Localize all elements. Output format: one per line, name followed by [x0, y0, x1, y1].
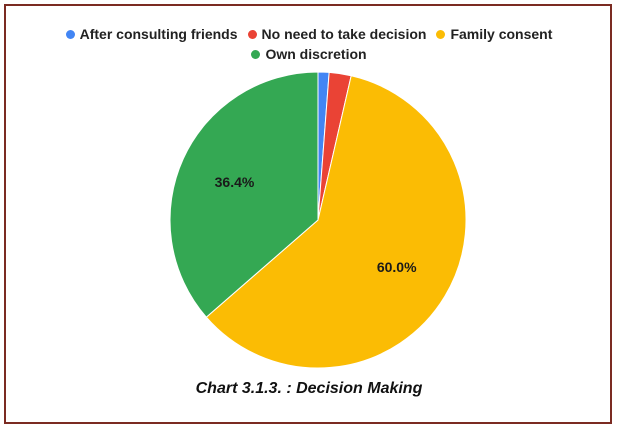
legend-swatch-icon: [251, 49, 261, 59]
legend-item-no-need-to-take-decision: No need to take decision: [247, 24, 427, 44]
legend-item-after-consulting-friends: After consulting friends: [65, 24, 238, 44]
chart-caption: Chart 3.1.3. : Decision Making: [195, 380, 423, 397]
legend-label: Family consent: [450, 26, 553, 42]
pie-slice-own-discretion: [169, 71, 319, 318]
pie-chart: 60.0% 36.4%: [169, 71, 467, 369]
pie-slice-family-consent: [205, 75, 467, 369]
chart-legend: After consulting friends No need to take…: [0, 24, 618, 64]
legend-item-family-consent: Family consent: [436, 24, 552, 44]
slice-label-own-discretion: 36.4%: [215, 174, 255, 190]
legend-row-2: Own discretion: [0, 44, 618, 64]
legend-label: Own discretion: [265, 46, 367, 62]
legend-row-1: After consulting friends No need to take…: [0, 24, 618, 44]
legend-label: After consulting friends: [79, 26, 238, 42]
legend-item-own-discretion: Own discretion: [251, 44, 367, 64]
legend-swatch-icon: [436, 29, 446, 39]
legend-swatch-icon: [65, 29, 75, 39]
legend-swatch-icon: [247, 29, 257, 39]
slice-label-family-consent: 60.0%: [377, 259, 417, 275]
legend-label: No need to take decision: [261, 26, 427, 42]
